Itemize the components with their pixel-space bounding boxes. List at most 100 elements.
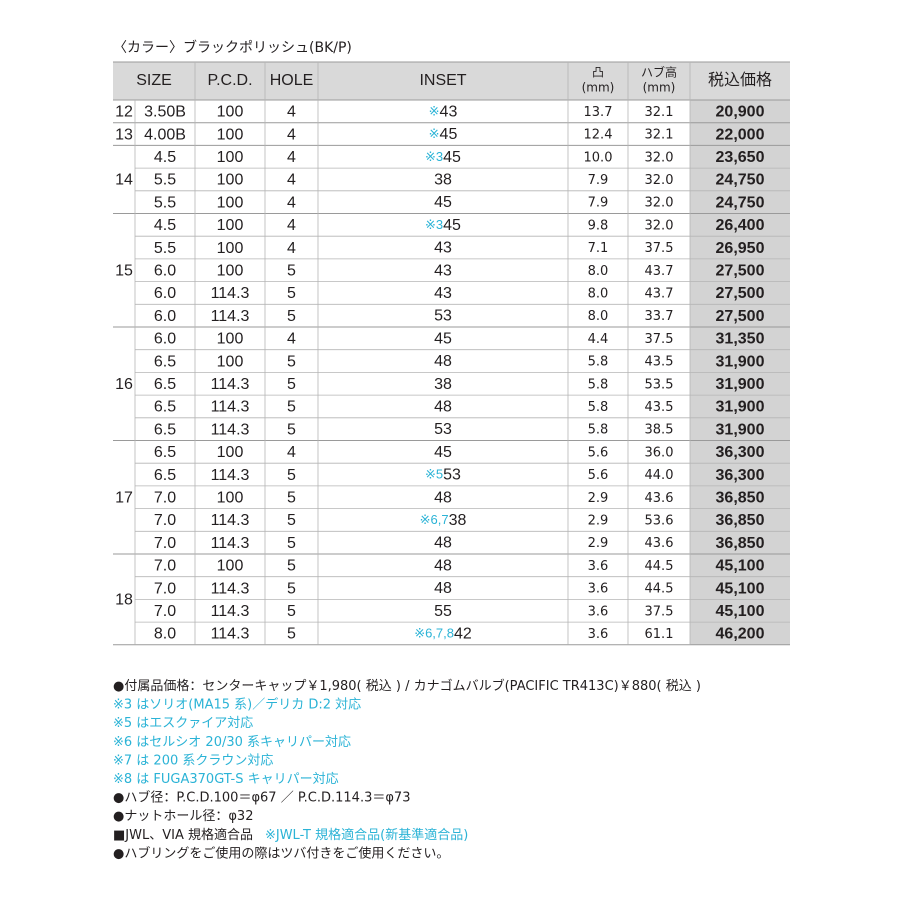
cell-price: 31,350 [716,331,765,348]
cell-price: 46,200 [716,626,765,643]
cell-size: 7.0 [154,580,176,597]
inset-note: ※3 [425,217,443,232]
cell-price: 45,100 [716,603,765,620]
note: ●ハブ径：P.C.D.100＝φ67 ／ P.C.D.114.3＝φ73 [113,789,410,805]
cell-hub: 38.5 [645,423,674,438]
cell-offset: 5.8 [588,355,609,370]
cell-size: 6.5 [154,399,176,416]
cell-hub: 43.5 [645,400,674,415]
cell-offset: 7.1 [588,241,609,256]
cell-hole: 5 [287,308,296,325]
inset-value: 48 [434,353,452,370]
cell-hub: 32.0 [645,150,674,165]
note-text: ●ハブリングをご使用の際はツバ付きをご使用ください。 [113,845,449,861]
cell-inset: 38 [434,376,452,393]
cell-price: 31,900 [716,353,765,370]
cell-offset: 5.8 [588,400,609,415]
cell-price: 22,000 [716,126,765,143]
cell-offset: 7.9 [588,196,609,211]
cell-inset: 48 [434,535,452,552]
cell-pcd: 100 [217,194,244,211]
header-cell: 凸 [592,66,604,80]
cell-pcd: 100 [217,126,244,143]
cell-inset: 43 [434,262,452,279]
note-text: ※7 は 200 系クラウン対応 [113,753,273,768]
caption: 〈カラー〉ブラックポリッシュ(BK/P) [113,39,352,56]
cell-inset: 43 [434,285,452,302]
cell-pcd: 114.3 [211,467,250,484]
cell-hub: 32.0 [645,196,674,211]
cell-hole: 4 [287,240,296,257]
cell-inset: ※45 [429,126,458,143]
cell-offset: 13.7 [584,105,613,120]
cell-inset: 48 [434,558,452,575]
cell-pcd: 114.3 [211,603,250,620]
cell-offset: 3.6 [588,559,609,574]
cell-inset: 45 [434,331,452,348]
cell-inset: 48 [434,399,452,416]
cell-hub: 32.0 [645,173,674,188]
cell-size: 6.5 [154,421,176,438]
cell-size: 6.5 [154,376,176,393]
cell-offset: 5.8 [588,423,609,438]
cell-diameter: 16 [115,376,133,393]
cell-size: 6.0 [154,285,176,302]
cell-price: 36,850 [716,535,765,552]
note: ●ナットホール径：φ32 [113,809,253,824]
inset-value: 42 [454,626,472,643]
header-cell: (mm) [643,81,676,95]
cell-inset: 48 [434,580,452,597]
cell-price: 20,900 [716,104,765,121]
cell-size: 6.5 [154,444,176,461]
cell-inset: ※553 [425,467,461,484]
cell-inset: 55 [434,603,452,620]
cell-pcd: 114.3 [211,285,250,302]
cell-offset: 8.0 [588,286,609,301]
cell-price: 36,300 [716,444,765,461]
cell-hub: 33.7 [645,309,674,324]
inset-value: 43 [440,104,458,121]
header-cell: ハブ高 [641,65,677,80]
cell-price: 27,500 [716,262,765,279]
cell-inset: ※6,7,842 [414,626,472,643]
cell-pcd: 100 [217,444,244,461]
cell-offset: 5.6 [588,445,609,460]
inset-value: 43 [434,262,452,279]
cell-pcd: 114.3 [211,580,250,597]
cell-pcd: 114.3 [211,535,250,552]
inset-note: ※6,7,8 [414,626,454,641]
inset-value: 48 [434,558,452,575]
note-text: ●ナットホール径：φ32 [113,809,253,824]
cell-size: 3.50B [144,104,186,121]
cell-offset: 2.9 [588,491,609,506]
cell-price: 26,400 [716,217,765,234]
cell-pcd: 114.3 [211,308,250,325]
cell-size: 7.0 [154,603,176,620]
cell-inset: 43 [434,240,452,257]
cell-hole: 4 [287,217,296,234]
cell-offset: 2.9 [588,536,609,551]
cell-hole: 5 [287,512,296,529]
inset-note: ※5 [425,467,443,482]
cell-price: 24,750 [716,172,765,189]
cell-offset: 8.0 [588,309,609,324]
cell-hole: 4 [287,149,296,166]
cell-hole: 4 [287,126,296,143]
note-text: ■JWL、VIA 規格適合品 [113,826,253,842]
cell-pcd: 100 [217,262,244,279]
inset-value: 48 [434,399,452,416]
header-cell: (mm) [582,81,615,95]
inset-value: 38 [434,376,452,393]
cell-size: 4.00B [144,126,186,143]
header-cell: INSET [419,72,466,89]
cell-pcd: 114.3 [211,421,250,438]
cell-size: 7.0 [154,512,176,529]
cell-pcd: 114.3 [211,512,250,529]
cell-offset: 2.9 [588,513,609,528]
cell-hole: 5 [287,603,296,620]
inset-value: 53 [434,421,452,438]
cell-size: 6.5 [154,467,176,484]
cell-hub: 43.5 [645,355,674,370]
cell-price: 31,900 [716,421,765,438]
